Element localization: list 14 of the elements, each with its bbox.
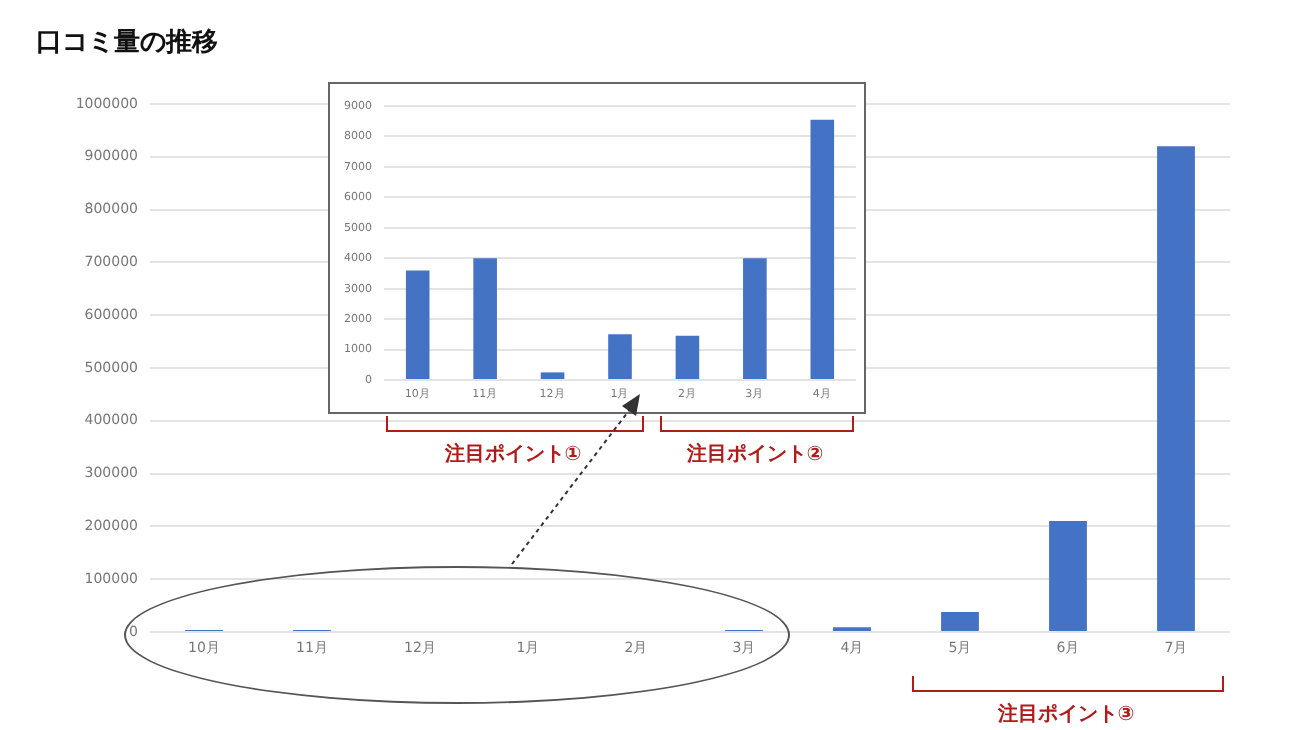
bar — [941, 611, 979, 631]
bar — [1049, 521, 1087, 631]
text: 注目ポイント③ — [995, 700, 1137, 728]
bar — [540, 372, 565, 379]
annotation: 注目ポイント① — [442, 440, 584, 468]
bar — [675, 335, 700, 379]
chart-title: 口コミ量の推移 — [36, 26, 218, 60]
bar — [405, 270, 430, 379]
bar — [473, 258, 497, 379]
bar — [608, 334, 632, 379]
bar — [810, 119, 835, 379]
annotation: 注目ポイント② — [684, 440, 826, 468]
bar — [1157, 146, 1195, 631]
bar — [743, 258, 767, 379]
